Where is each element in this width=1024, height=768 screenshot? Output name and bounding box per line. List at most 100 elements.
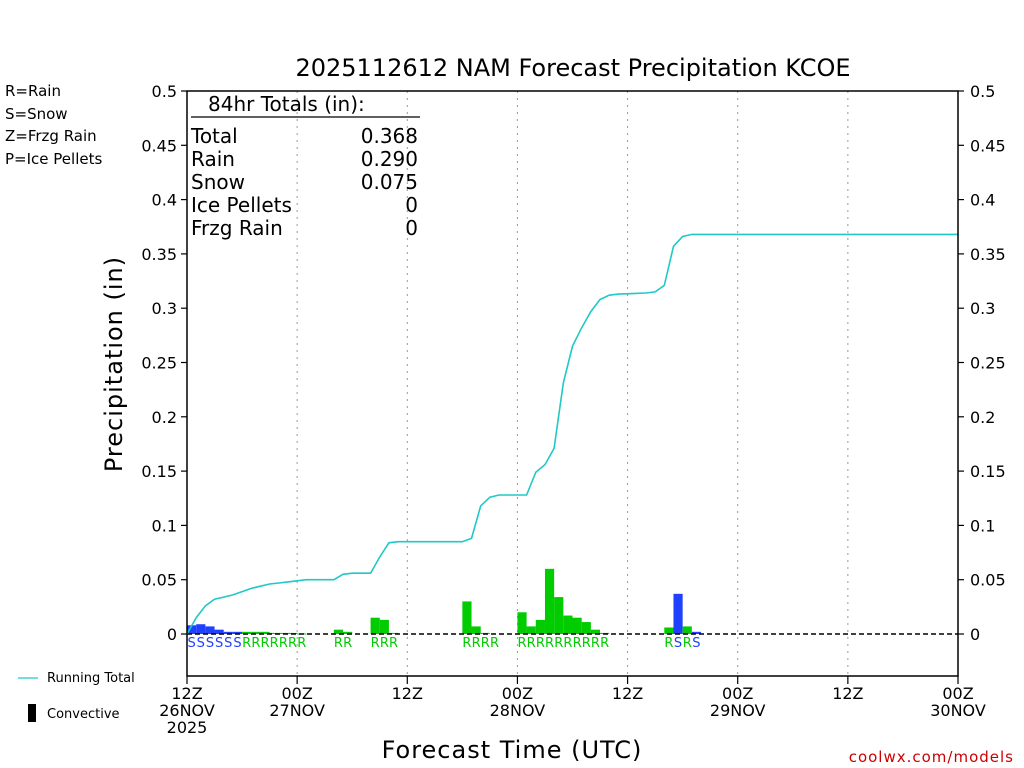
x-tick-label: 12Z xyxy=(832,684,863,703)
ptype-letter: R xyxy=(343,636,352,651)
totals-box: 84hr Totals (in): Total 0.368 Rain 0.290… xyxy=(190,92,420,240)
precip-bar xyxy=(388,632,399,634)
y-tick-label-right: 0.5 xyxy=(970,82,995,101)
x-tick-label: 00Z xyxy=(942,684,973,703)
precip-bar xyxy=(269,632,279,634)
y-tick-label-left: 0.2 xyxy=(152,408,177,427)
x-tick-label: 29NOV xyxy=(710,701,766,720)
precip-bar xyxy=(370,617,380,634)
y-tick-label-right: 0.1 xyxy=(970,516,995,535)
precip-bar xyxy=(471,626,481,634)
precip-bar xyxy=(223,631,233,634)
precip-bar xyxy=(563,615,573,634)
y-tick-label-right: 0.4 xyxy=(970,191,995,210)
ptype-letter: R xyxy=(279,636,288,651)
ptype-letter: S xyxy=(206,636,214,651)
y-tick-label-left: 0 xyxy=(167,625,177,644)
ptype-letter: R xyxy=(536,636,545,651)
totals-snow-value: 0.075 xyxy=(361,170,418,194)
ptype-letter: R xyxy=(591,636,600,651)
x-tick-label: 26NOV xyxy=(159,701,215,720)
ptype-letter: R xyxy=(288,636,297,651)
y-tick-label-right: 0 xyxy=(970,625,980,644)
ptype-letter: R xyxy=(260,636,269,651)
ptype-letter: R xyxy=(334,636,343,651)
footer-credit: coolwx.com/models xyxy=(849,748,1014,766)
ptype-legend: R=Rain S=Snow Z=Frzg Rain P=Ice Pellets xyxy=(5,82,102,168)
precip-bar xyxy=(691,631,701,634)
ptype-letter: R xyxy=(297,636,306,651)
precip-bar xyxy=(572,617,582,634)
ptype-letter: R xyxy=(380,636,389,651)
totals-frzg-rain-label: Frzg Rain xyxy=(191,216,283,240)
totals-rain-label: Rain xyxy=(191,147,235,171)
x-tick-label: 2025 xyxy=(167,718,208,737)
plot-frame xyxy=(186,90,959,677)
ptype-letter: R xyxy=(462,636,471,651)
ptype-letter: R xyxy=(490,636,499,651)
ptype-letter: S xyxy=(692,636,700,651)
ptype-letter: S xyxy=(187,636,195,651)
x-tick-label: 12Z xyxy=(171,684,202,703)
totals-header: 84hr Totals (in): xyxy=(208,92,365,116)
ptype-letter: R xyxy=(545,636,554,651)
precip-bar xyxy=(517,612,527,634)
y-tick-label-left: 0.1 xyxy=(152,516,177,535)
totals-rain-value: 0.290 xyxy=(361,147,418,171)
precip-bar xyxy=(214,629,224,634)
ptype-letter: S xyxy=(233,636,241,651)
x-tick-label: 28NOV xyxy=(490,701,546,720)
precip-bar xyxy=(379,619,389,634)
y-tick-label-right: 0.3 xyxy=(970,299,995,318)
ptype-letter: R xyxy=(251,636,260,651)
y-axis-label: Precipitation (in) xyxy=(100,256,128,472)
x-tick-label: 12Z xyxy=(392,684,423,703)
precip-bar xyxy=(260,631,270,634)
chart-title: 2025112612 NAM Forecast Precipitation KC… xyxy=(295,54,850,82)
ptype-letter: S xyxy=(215,636,223,651)
precip-bar xyxy=(664,627,674,634)
x-tick-label: 30NOV xyxy=(930,701,986,720)
x-tick-label: 27NOV xyxy=(269,701,325,720)
precip-bar xyxy=(590,629,601,634)
running-total-polyline xyxy=(186,233,958,635)
precip-bar xyxy=(343,631,353,634)
precip-bar xyxy=(526,626,536,634)
totals-frzg-rain-value: 0 xyxy=(405,216,418,240)
ptype-letter: R xyxy=(389,636,398,651)
ptype-letter: R xyxy=(527,636,536,651)
precip-bar xyxy=(554,597,564,634)
ptype-letter: S xyxy=(197,636,205,651)
ptype-legend-ice-pellets: P=Ice Pellets xyxy=(5,150,102,168)
ptype-letter: R xyxy=(664,636,673,651)
ptype-letter: R xyxy=(517,636,526,651)
totals-ice-pellets-label: Ice Pellets xyxy=(191,193,292,217)
precip-bar xyxy=(333,629,344,634)
ptype-legend-snow: S=Snow xyxy=(5,105,68,123)
y-tick-label-left: 0.35 xyxy=(141,245,177,264)
ptype-letter: R xyxy=(683,636,692,651)
x-tick-label: 00Z xyxy=(281,684,312,703)
ptype-legend-rain: R=Rain xyxy=(5,82,61,100)
precip-bars xyxy=(187,568,701,635)
ptype-legend-frzg-rain: Z=Frzg Rain xyxy=(5,127,97,145)
running-total-key-label: Running Total xyxy=(47,671,135,686)
ptype-letter: R xyxy=(573,636,582,651)
y-tick-label-right: 0.25 xyxy=(970,354,1006,373)
precip-bar xyxy=(232,631,243,634)
y-tick-label-right: 0.2 xyxy=(970,408,995,427)
y-tick-label-right: 0.45 xyxy=(970,136,1006,155)
y-tick-label-right: 0.15 xyxy=(970,462,1006,481)
y-tick-label-right: 0.05 xyxy=(970,571,1006,590)
y-tick-label-left: 0.05 xyxy=(141,571,177,590)
y-axis-ticks: 0 00.05 0.050.1 0.10.15 0.150.2 0.20.25 0.250.… xyxy=(141,82,1005,644)
ptype-letter: R xyxy=(472,636,481,651)
ptype-letter: S xyxy=(674,636,682,651)
precip-bar xyxy=(242,631,252,634)
totals-snow-label: Snow xyxy=(191,170,245,194)
precip-bar xyxy=(196,624,206,634)
x-tick-label: 00Z xyxy=(502,684,533,703)
